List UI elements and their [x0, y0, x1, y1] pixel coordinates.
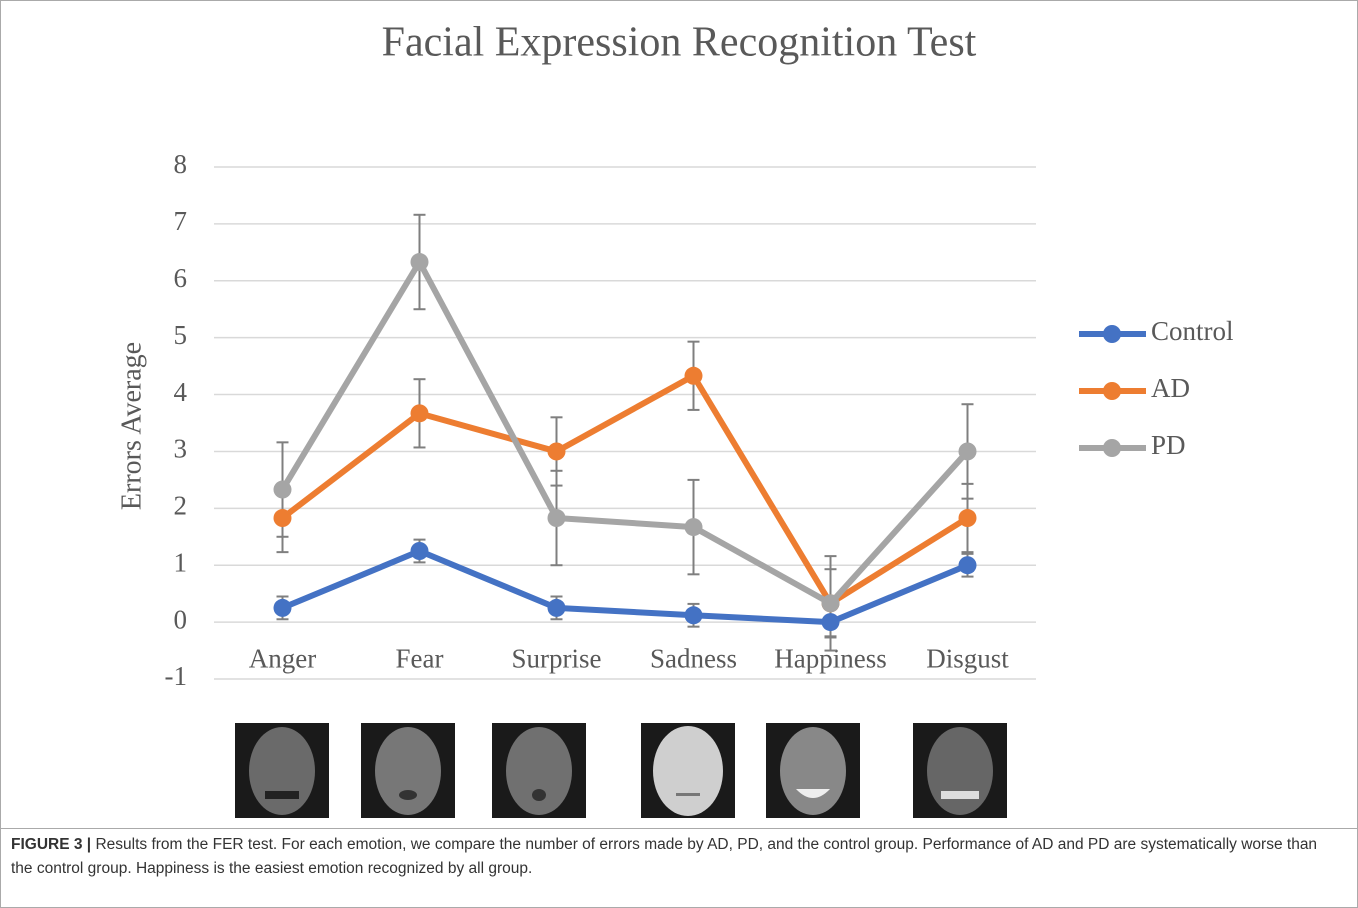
data-point [273, 509, 292, 528]
data-point [821, 594, 840, 613]
data-point [273, 480, 292, 499]
y-tick-label: 6 [174, 263, 188, 293]
data-point [958, 556, 977, 575]
data-point [958, 442, 977, 461]
data-point [410, 542, 429, 560]
y-tick-label: -1 [165, 661, 188, 691]
legend-label: Control [1151, 316, 1234, 346]
data-point [958, 509, 977, 528]
caption-label: FIGURE 3 | [11, 836, 92, 853]
caption: FIGURE 3 | Results from the FER test. Fo… [11, 833, 1341, 881]
data-point [821, 613, 840, 632]
faces [235, 723, 1007, 818]
legend-label: AD [1151, 373, 1190, 403]
data-point [410, 253, 429, 272]
legend-label: PD [1151, 430, 1186, 460]
data-point [684, 606, 703, 625]
data-point [273, 598, 292, 617]
x-tick-label: Surprise [512, 643, 602, 673]
data-point [684, 518, 703, 537]
y-tick-label: 2 [174, 491, 188, 521]
series-line [280, 372, 970, 607]
data-point [547, 442, 566, 461]
caption-text: Results from the FER test. For each emot… [11, 836, 1318, 877]
y-tick-label: 0 [174, 604, 188, 634]
x-tick-label: Sadness [650, 643, 737, 673]
y-tick-label: 7 [174, 206, 188, 236]
chart-title: Facial Expression Recognition Test [382, 20, 977, 66]
y-tick-label: 5 [174, 320, 188, 350]
legend-marker [1103, 439, 1121, 457]
y-axis-label: Errors Average [116, 342, 147, 510]
y-tick-label: 1 [174, 547, 188, 577]
chart: Facial Expression Recognition Test Error… [116, 20, 1234, 818]
x-tick-label: Disgust [926, 643, 1009, 673]
legend-marker [1103, 382, 1121, 400]
data-point [684, 366, 703, 385]
y-tick-label: 4 [174, 377, 188, 407]
data-point [410, 404, 429, 423]
legend-marker [1103, 325, 1121, 343]
data-point [547, 509, 566, 528]
caption-rule [1, 828, 1357, 829]
series-line [279, 259, 970, 607]
data-point [547, 598, 566, 617]
y-tick-label: 3 [174, 434, 188, 464]
series-line [281, 548, 969, 626]
x-tick-label: Anger [249, 643, 316, 673]
y-tick-label: 8 [174, 149, 188, 179]
x-tick-label: Fear [396, 643, 444, 673]
